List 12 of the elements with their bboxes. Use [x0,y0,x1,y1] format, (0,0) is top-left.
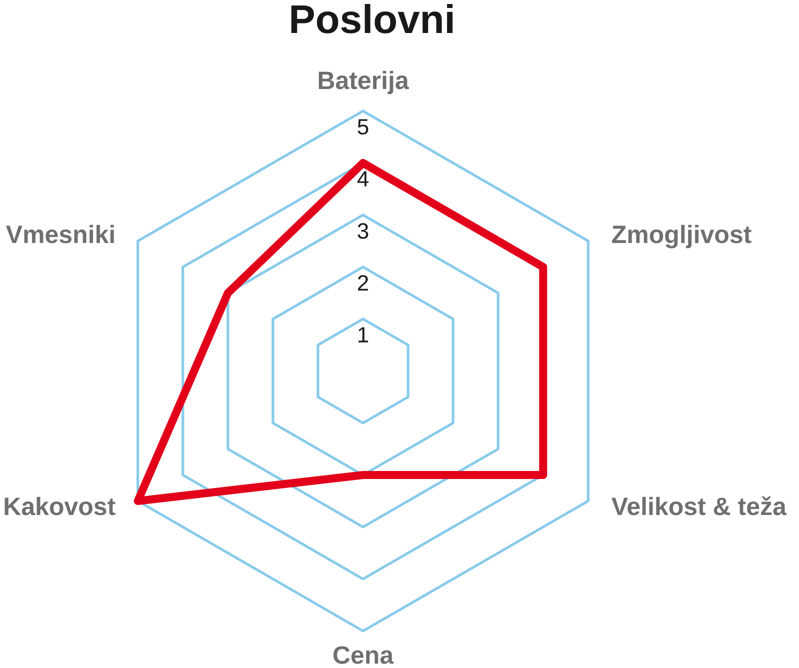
y-tick-label: 3 [358,223,368,239]
y-tick-label: 4 [357,171,368,186]
spoke-label: Cena [333,646,394,664]
chart-title: Poslovni [291,4,453,34]
y-tick-label: 1 [358,327,368,342]
spoke-label: Velikost & teža [612,496,787,516]
spoke-label: Vmesniki [6,224,114,244]
y-tick-label: 5 [358,119,368,135]
spoke-label: Zmogljivost [612,224,752,248]
y-tick-label: 2 [358,275,368,291]
spoke-label: Baterija [318,70,410,94]
spoke-label: Kakovost [4,496,116,516]
